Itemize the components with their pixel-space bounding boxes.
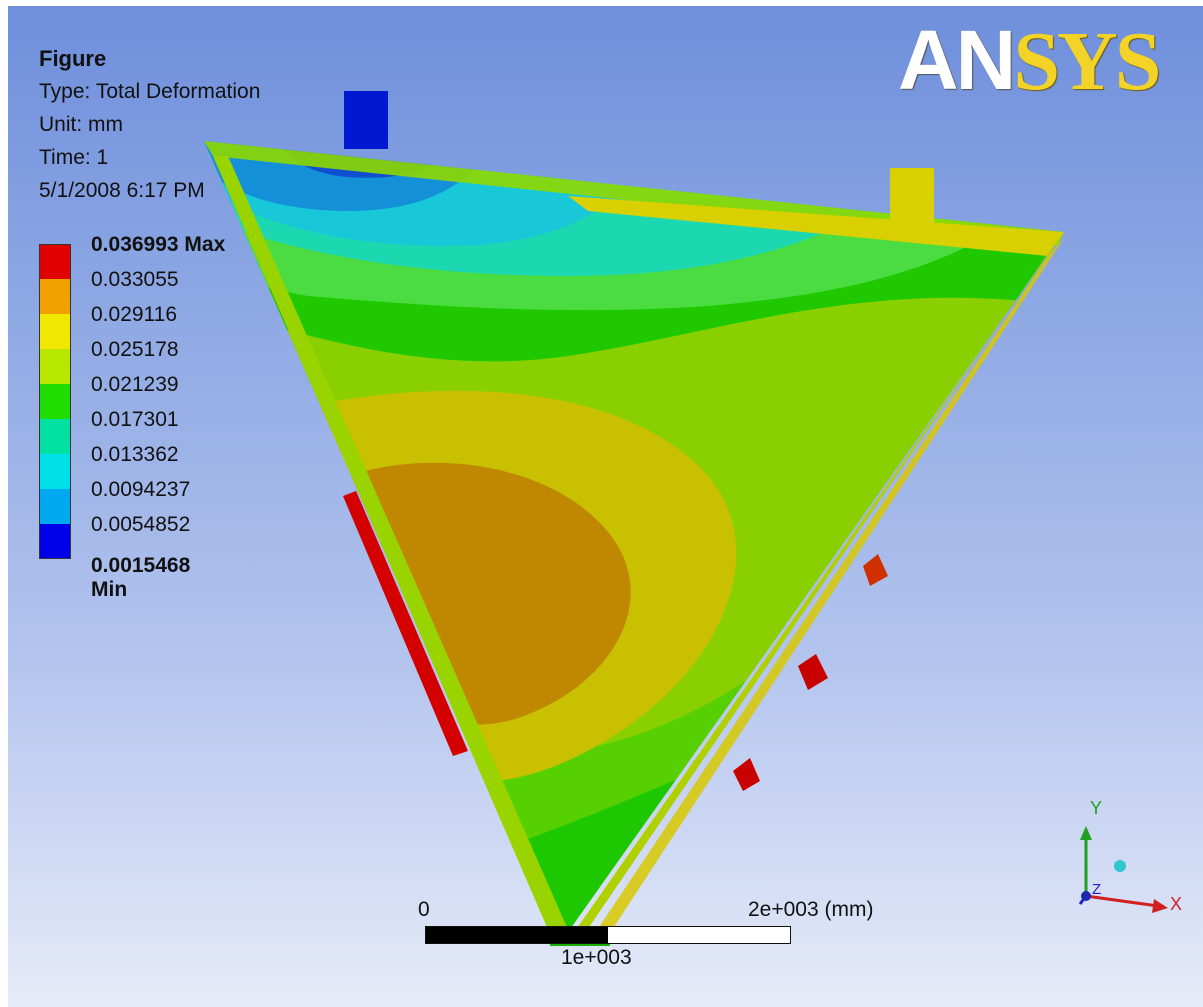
triad-origin bbox=[1081, 891, 1091, 901]
support-block bbox=[890, 168, 934, 238]
legend-swatch bbox=[39, 524, 71, 559]
left-edge-frame bbox=[213, 156, 573, 941]
legend-swatch bbox=[39, 489, 71, 524]
scale-mid-label: 1e+003 bbox=[561, 946, 632, 969]
z-axis-label: Z bbox=[1092, 881, 1101, 898]
legend-swatch bbox=[39, 419, 71, 454]
legend-swatch bbox=[39, 349, 71, 384]
legend-max-label: 0.036993 Max bbox=[91, 233, 226, 256]
y-axis-label: Y bbox=[1090, 798, 1102, 818]
scale-start-label: 0 bbox=[418, 898, 430, 921]
axis-triad[interactable]: Y X Z bbox=[1068, 796, 1188, 916]
stiffener-left bbox=[343, 491, 468, 756]
x-axis-arrow bbox=[1152, 899, 1168, 913]
legend-label: 0.017301 bbox=[91, 408, 179, 431]
stiffener-right bbox=[863, 554, 888, 586]
right-edge-frame bbox=[568, 232, 1064, 941]
legend-label: 0.013362 bbox=[91, 443, 179, 466]
support-block-min bbox=[344, 91, 388, 149]
legend-label: 0.033055 bbox=[91, 268, 179, 291]
legend-swatch bbox=[39, 244, 71, 279]
legend-label: 0.0054852 bbox=[91, 513, 191, 536]
right-edge-beam bbox=[593, 238, 1064, 936]
legend-label: 0.0094237 bbox=[91, 478, 191, 501]
scale-end-label: 2e+003 (mm) bbox=[748, 898, 874, 921]
scale-bar-fill bbox=[426, 927, 608, 943]
scale-bar: 0 2e+003 (mm) 1e+003 bbox=[418, 898, 873, 988]
legend-swatch bbox=[39, 314, 71, 349]
legend-min-label: 0.0015468 Min bbox=[91, 554, 191, 601]
logo-an: AN bbox=[898, 13, 1016, 107]
legend-swatch bbox=[39, 454, 71, 489]
scale-bar-track bbox=[425, 926, 791, 944]
graphics-viewport[interactable]: Figure Type: Total Deformation Unit: mm … bbox=[8, 6, 1203, 1007]
legend-swatch bbox=[39, 384, 71, 419]
x-axis-label: X bbox=[1170, 894, 1182, 914]
top-edge-beam bbox=[568, 196, 1064, 256]
result-unit: Unit: mm bbox=[39, 113, 123, 136]
isometric-view-ball[interactable] bbox=[1114, 860, 1126, 872]
deformation-contour-model[interactable] bbox=[8, 6, 1203, 1007]
ansys-logo: ANSYS bbox=[898, 18, 1161, 104]
legend-label: 0.029116 bbox=[91, 303, 178, 326]
legend-swatch bbox=[39, 279, 71, 314]
stiffener-right bbox=[733, 758, 760, 791]
legend-label: 0.025178 bbox=[91, 338, 179, 361]
result-date: 5/1/2008 6:17 PM bbox=[39, 179, 205, 202]
model-body bbox=[204, 91, 1064, 946]
result-type: Type: Total Deformation bbox=[39, 80, 261, 103]
legend-label: 0.021239 bbox=[91, 373, 179, 396]
y-axis-arrow bbox=[1080, 826, 1092, 840]
logo-sys: SYS bbox=[1013, 15, 1161, 108]
result-time: Time: 1 bbox=[39, 146, 109, 169]
result-info: Figure Type: Total Deformation Unit: mm … bbox=[39, 42, 260, 207]
stiffener-right bbox=[798, 654, 828, 690]
x-axis-line bbox=[1085, 894, 1159, 908]
figure-title: Figure bbox=[39, 46, 107, 71]
